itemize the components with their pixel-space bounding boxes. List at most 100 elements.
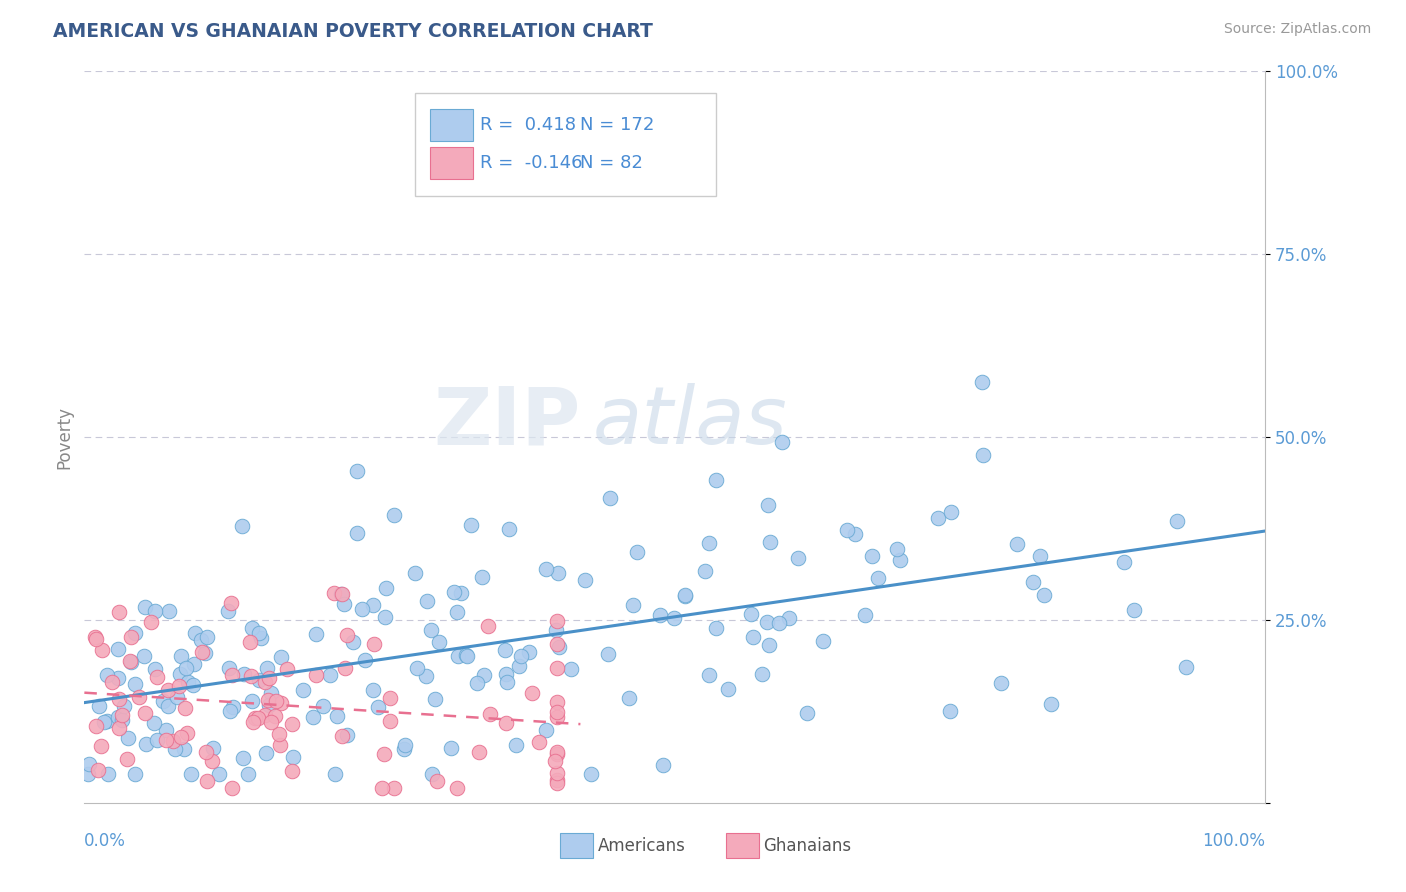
Point	[117, 731, 139, 745]
Text: 0.0%: 0.0%	[84, 832, 127, 850]
Point	[378, 714, 401, 728]
Point	[546, 772, 568, 787]
Point	[108, 605, 131, 619]
FancyBboxPatch shape	[430, 109, 472, 141]
Point	[751, 667, 773, 681]
Point	[305, 668, 328, 682]
Point	[446, 649, 468, 664]
Point	[416, 593, 439, 607]
Point	[758, 638, 780, 652]
Text: N = 172: N = 172	[581, 116, 655, 134]
Point	[318, 668, 340, 682]
Point	[742, 630, 765, 644]
Point	[124, 766, 146, 780]
Point	[972, 449, 994, 463]
Point	[546, 614, 568, 628]
Point	[101, 675, 124, 690]
Point	[350, 602, 373, 616]
Point	[404, 566, 426, 580]
Point	[260, 686, 283, 700]
Point	[648, 608, 671, 623]
Point	[312, 699, 335, 714]
Point	[342, 635, 364, 649]
Point	[292, 683, 315, 698]
Point	[170, 648, 193, 663]
Point	[93, 714, 115, 729]
Point	[494, 643, 516, 657]
Point	[599, 491, 621, 506]
Point	[479, 707, 502, 722]
Point	[477, 619, 499, 633]
Point	[195, 773, 218, 788]
Point	[243, 711, 266, 725]
Text: Americans: Americans	[598, 837, 686, 855]
Point	[305, 627, 328, 641]
Point	[208, 766, 231, 780]
Point	[264, 708, 287, 723]
Point	[217, 604, 239, 618]
Point	[664, 611, 686, 625]
Text: Ghanaians: Ghanaians	[763, 837, 852, 855]
Point	[704, 473, 727, 487]
Point	[112, 698, 135, 713]
Point	[256, 661, 278, 675]
Point	[456, 648, 478, 663]
Point	[87, 764, 110, 778]
Point	[176, 725, 198, 739]
Point	[111, 708, 134, 723]
Point	[325, 766, 347, 780]
Point	[87, 699, 110, 714]
Point	[970, 375, 993, 389]
Point	[221, 667, 243, 681]
Point	[84, 632, 107, 646]
Point	[167, 679, 190, 693]
Point	[143, 662, 166, 676]
Point	[195, 630, 218, 644]
Point	[1114, 555, 1136, 569]
Point	[697, 536, 720, 550]
Point	[96, 714, 118, 728]
Point	[246, 711, 269, 725]
Point	[236, 766, 259, 780]
Point	[174, 700, 197, 714]
Point	[546, 637, 568, 651]
Point	[768, 616, 790, 631]
Point	[281, 764, 304, 778]
Point	[548, 640, 571, 655]
Point	[446, 605, 468, 619]
Point	[534, 562, 557, 576]
Point	[135, 737, 157, 751]
Point	[382, 508, 405, 523]
Point	[233, 666, 256, 681]
Point	[619, 690, 641, 705]
Point	[1123, 603, 1146, 617]
Point	[547, 566, 569, 580]
Point	[330, 587, 353, 601]
FancyBboxPatch shape	[430, 146, 472, 179]
Point	[191, 645, 214, 659]
Point	[108, 691, 131, 706]
Point	[756, 498, 779, 512]
Point	[120, 630, 142, 644]
Point	[450, 585, 472, 599]
Point	[128, 690, 150, 704]
Point	[218, 704, 240, 718]
Point	[242, 715, 264, 730]
Point	[107, 671, 129, 685]
Y-axis label: Poverty: Poverty	[55, 406, 73, 468]
Point	[247, 626, 270, 640]
Point	[835, 523, 858, 537]
Point	[143, 604, 166, 618]
Point	[336, 627, 359, 641]
Point	[546, 706, 568, 720]
Point	[353, 653, 375, 667]
Point	[1174, 660, 1197, 674]
Point	[522, 685, 544, 699]
Point	[420, 766, 443, 780]
Point	[195, 745, 218, 759]
Point	[124, 677, 146, 691]
Point	[170, 730, 193, 744]
Text: R =  0.418: R = 0.418	[479, 116, 576, 134]
Point	[544, 754, 567, 768]
Point	[155, 723, 177, 737]
